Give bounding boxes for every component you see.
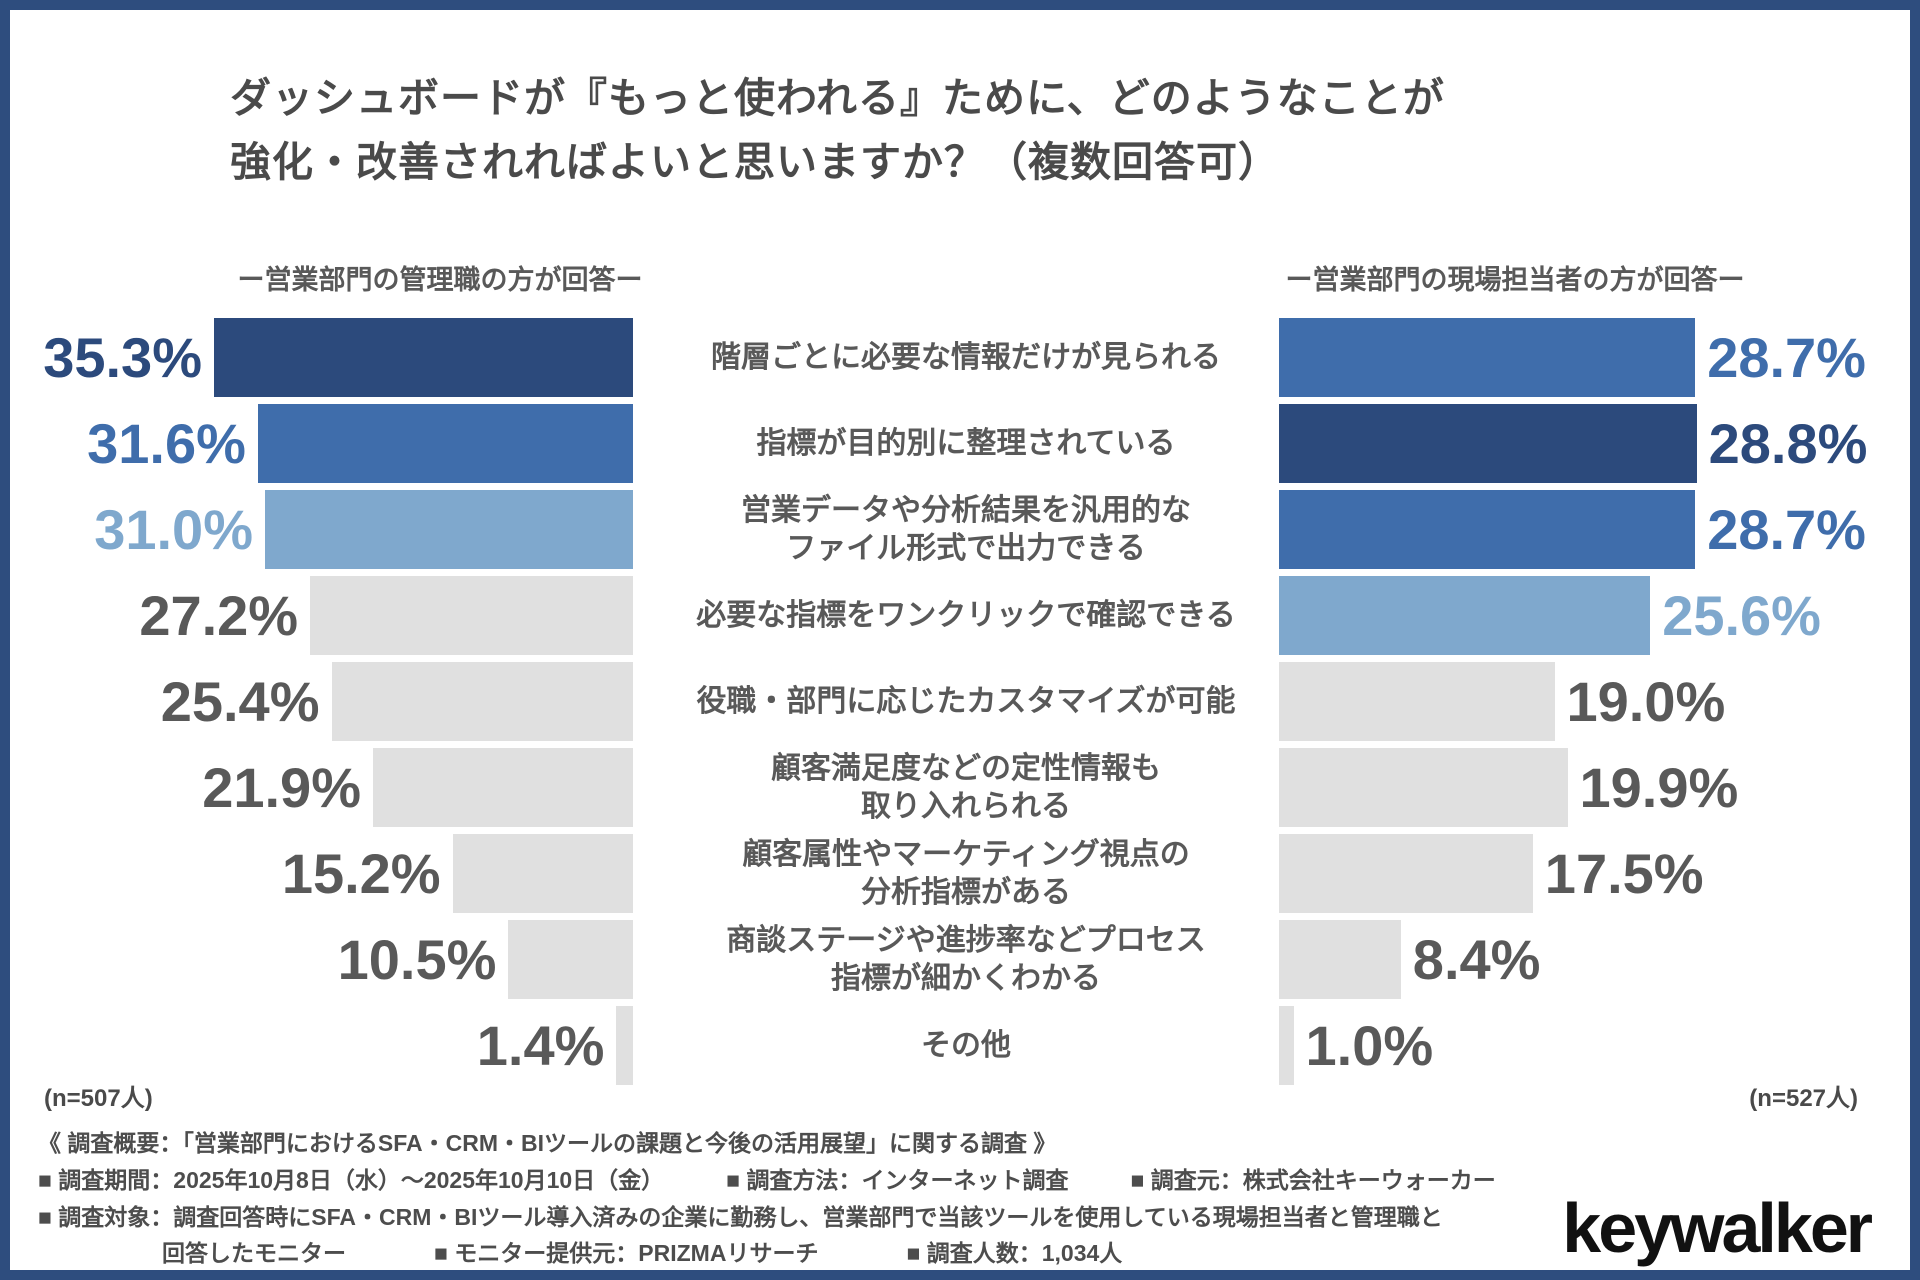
left-value-label: 1.4% xyxy=(476,1014,605,1077)
survey-period-method-source-line: ■ 調査期間：2025年10月8日（水）～2025年10月10日（金） ■ 調査方… xyxy=(38,1161,1558,1195)
right-value-label: 8.4% xyxy=(1412,928,1541,991)
right-bar xyxy=(1279,662,1555,741)
right-value-label: 28.8% xyxy=(1708,412,1868,475)
left-value-label: 35.3% xyxy=(43,326,202,389)
category-label: その他 xyxy=(921,1028,1011,1062)
left-value-label: 27.2% xyxy=(139,584,299,647)
category-label: 階層ごとに必要な情報だけが見られる xyxy=(711,340,1221,374)
right-bar xyxy=(1279,576,1651,655)
left-bar xyxy=(265,490,633,569)
survey-target-line: ■ 調査対象：調査回答時にSFA・CRM・BIツール導入済みの企業に勤務し、営業… xyxy=(38,1204,1443,1230)
left-value-label: 25.4% xyxy=(160,670,320,733)
chart-title: ダッシュボードが『もっと使われる』ために、どのようなことが 強化・改善されればよ… xyxy=(230,66,1445,194)
right-bar xyxy=(1279,1006,1294,1085)
survey-meta-item: ■ 調査期間：2025年10月8日（水）～2025年10月10日（金） xyxy=(38,1167,665,1193)
survey-meta-item: ■ 調査方法：インターネット調査 xyxy=(726,1167,1069,1193)
left-sample-size: (n=507人) xyxy=(44,1085,153,1112)
right-bar xyxy=(1279,490,1696,569)
category-label: 営業データや分析結果を汎用的な ファイル形式で出力できる xyxy=(741,493,1191,565)
survey-meta-item: ■ 調査元：株式会社キーウォーカー xyxy=(1130,1167,1496,1193)
left-value-label: 31.0% xyxy=(94,498,253,561)
right-bar xyxy=(1279,920,1401,999)
survey-meta-item: 回答したモニター xyxy=(162,1240,346,1266)
survey-meta-item: ■ 調査人数：1,034人 xyxy=(906,1240,1123,1266)
left-bar xyxy=(310,576,633,655)
category-label: 指標が目的別に整理されている xyxy=(756,426,1176,460)
left-bar xyxy=(452,834,633,913)
right-value-label: 19.0% xyxy=(1566,670,1726,733)
left-value-label: 10.5% xyxy=(337,928,497,991)
left-bar xyxy=(616,1006,633,1085)
category-label: 顧客満足度などの定性情報も 取り入れられる xyxy=(771,751,1161,823)
right-value-label: 25.6% xyxy=(1662,584,1821,647)
chart-title-line1: ダッシュボードが『もっと使われる』ために、どのようなことが xyxy=(230,75,1445,121)
left-bar xyxy=(508,920,633,999)
right-value-label: 28.7% xyxy=(1707,498,1866,561)
right-chart-header: ー営業部門の現場担当者の方が回答ー xyxy=(1285,265,1745,295)
right-bar xyxy=(1279,834,1533,913)
left-value-label: 15.2% xyxy=(281,842,441,905)
category-label: 顧客属性やマーケティング視点の 分析指標がある xyxy=(742,837,1190,909)
left-value-label: 31.6% xyxy=(87,412,246,475)
right-value-label: 1.0% xyxy=(1305,1014,1434,1077)
survey-overview-line: 《 調査概要：「営業部門におけるSFA・CRM・BIツールの課題と今後の活用展望… xyxy=(38,1130,1057,1156)
left-bar xyxy=(214,318,633,397)
right-value-label: 28.7% xyxy=(1707,326,1866,389)
right-bar xyxy=(1279,404,1697,483)
right-sample-size: (n=527人) xyxy=(1749,1085,1858,1112)
left-bar xyxy=(257,404,633,483)
category-label: 商談ステージや進捗率などプロセス 指標が細かくわかる xyxy=(726,923,1206,995)
survey-monitor-count-line: 回答したモニター ■ モニター提供元：PRIZMAリサーチ ■ 調査人数：1,034… xyxy=(162,1234,1210,1268)
right-bar xyxy=(1279,318,1696,397)
right-value-label: 17.5% xyxy=(1544,842,1704,905)
category-label: 必要な指標をワンクリックで確認できる xyxy=(696,598,1236,632)
left-bar xyxy=(331,662,633,741)
right-bar xyxy=(1279,748,1568,827)
left-chart-header: ー営業部門の管理職の方が回答ー xyxy=(237,265,643,295)
category-label: 役職・部門に応じたカスタマイズが可能 xyxy=(696,684,1236,718)
survey-meta-item: ■ モニター提供元：PRIZMAリサーチ xyxy=(434,1240,819,1266)
keywalker-logo: keywalker xyxy=(1562,1189,1873,1267)
right-value-label: 19.9% xyxy=(1579,756,1739,819)
left-value-label: 21.9% xyxy=(202,756,361,819)
chart-title-line2: 強化・改善されればよいと思いますか？（複数回答可） xyxy=(230,139,1280,185)
left-bar xyxy=(373,748,633,827)
